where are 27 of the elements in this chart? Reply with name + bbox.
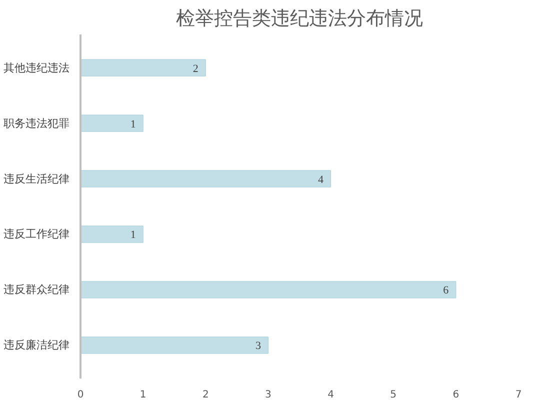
- x-tick-label: 4: [328, 390, 334, 400]
- x-tick-label: 0: [77, 390, 84, 400]
- y-tick-label: 违反生活纪律: [4, 172, 70, 186]
- y-tick-label: 违反群众纪律: [4, 283, 70, 296]
- x-tick-label: 1: [140, 390, 146, 400]
- data-label: 1: [130, 118, 136, 130]
- y-tick-label: 其他违纪违法: [4, 61, 70, 74]
- data-label: 4: [318, 174, 324, 186]
- bar: [80, 226, 144, 243]
- bar: [80, 59, 206, 76]
- data-label: 1: [130, 229, 136, 242]
- bar: [80, 170, 332, 188]
- y-tick-label: 职务违法犯罪: [4, 116, 70, 130]
- bar: [80, 336, 268, 354]
- data-label: 3: [255, 340, 262, 352]
- data-label: 6: [443, 284, 450, 297]
- bar: [80, 281, 456, 298]
- x-tick-label: 5: [390, 390, 397, 400]
- bar: [80, 114, 144, 132]
- x-tick-label: 2: [202, 390, 209, 400]
- y-tick-label: 违反工作纪律: [4, 228, 70, 241]
- data-label: 2: [192, 62, 198, 75]
- y-tick-label: 违反廉洁纪律: [4, 338, 70, 352]
- x-tick-label: 7: [515, 390, 522, 400]
- chart-title: 检举控告类违纪违法分布情况: [176, 8, 423, 30]
- x-tick-label: 3: [265, 390, 272, 400]
- x-tick-label: 6: [452, 390, 460, 400]
